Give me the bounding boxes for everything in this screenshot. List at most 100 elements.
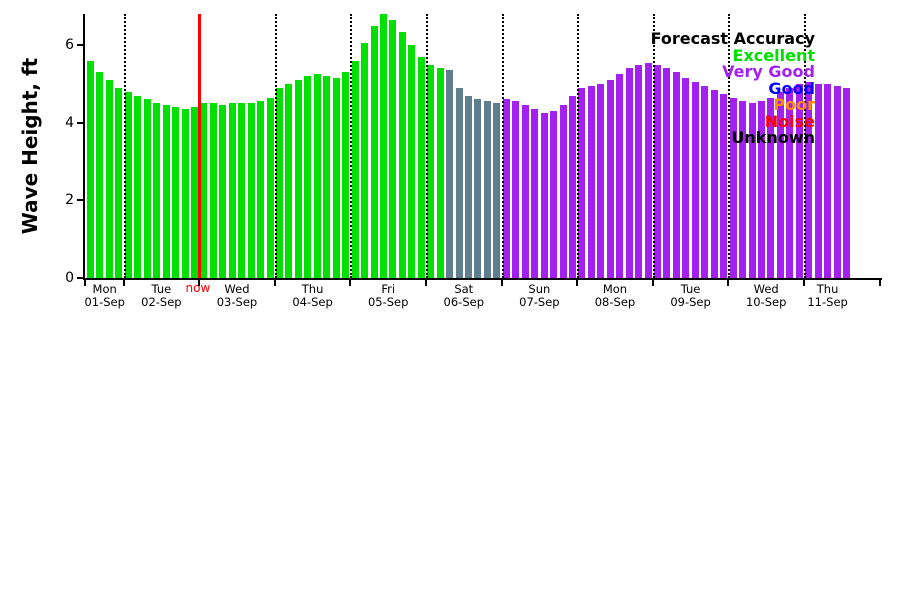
wave-bar [379, 14, 387, 278]
x-day-label: Fri 05-Sep [368, 283, 408, 308]
day-boundary-gridline [123, 14, 126, 278]
x-day-label-dow: Tue [680, 282, 701, 296]
x-day-label-dow: Sun [528, 282, 551, 296]
y-axis-label: Wave Height, ft [18, 57, 42, 235]
x-day-label-date: 11-Sep [807, 294, 848, 309]
legend-entry: Noise [764, 111, 815, 131]
day-boundary-gridline [803, 14, 806, 278]
wave-bar [105, 80, 113, 278]
wave-bar [342, 72, 350, 278]
wave-bar [190, 107, 198, 278]
x-day-label: Thu 04-Sep [292, 283, 332, 308]
x-day-label-dow: Fri [381, 282, 396, 296]
wave-bar [786, 87, 794, 278]
wave-bar [465, 95, 472, 278]
wave-bar [795, 83, 803, 278]
x-day-label: Tue 02-Sep [141, 283, 181, 308]
wave-bar [332, 78, 340, 278]
wave-bar [550, 111, 558, 278]
x-day-label-dow: Mon [602, 282, 628, 296]
wave-bar [87, 60, 94, 278]
wave-bar [521, 105, 529, 278]
wave-bar [663, 68, 671, 278]
wave-bar [209, 103, 217, 278]
wave-bar [691, 81, 699, 278]
wave-bar [276, 87, 283, 278]
legend-entry: Excellent [732, 45, 815, 65]
wave-bar [682, 78, 690, 278]
day-boundary-gridline [274, 14, 277, 278]
wave-bar [748, 103, 756, 278]
x-day-label-date: 10-Sep [745, 294, 787, 309]
wave-bar [408, 45, 416, 278]
x-day-label-date: 07-Sep [519, 294, 560, 309]
x-day-label: Wed 03-Sep [217, 283, 257, 308]
wave-bar [115, 87, 123, 278]
wave-bar [285, 83, 293, 278]
wave-bar [200, 103, 208, 278]
wave-bar [635, 64, 643, 278]
day-boundary-gridline [728, 14, 731, 278]
x-day-label-date: 06-Sep [443, 294, 484, 309]
wave-bar [701, 85, 709, 278]
wave-bar [134, 95, 142, 278]
wave-bar [313, 74, 321, 278]
now-label: now [185, 281, 211, 295]
wave-bar [257, 101, 265, 278]
wave-bar [323, 76, 331, 278]
wave-bar [502, 99, 510, 278]
wave-bar [597, 83, 605, 278]
x-day-label: Thu 11-Sep [807, 283, 847, 308]
wave-bar [238, 103, 246, 278]
x-tick-mark [349, 280, 352, 286]
wave-bar [512, 101, 520, 278]
wave-bar [710, 89, 718, 278]
wave-bar [247, 103, 255, 278]
wave-bar [587, 85, 595, 278]
x-day-label: Sun 07-Sep [519, 283, 559, 308]
x-day-label-date: 01-Sep [84, 294, 125, 309]
wave-bar [172, 107, 180, 278]
legend: Forecast Accuracy Excellent Very Good Good… [651, 30, 815, 147]
x-tick-mark [651, 280, 654, 286]
x-tick-mark [122, 280, 125, 286]
wave-bar [455, 87, 463, 278]
legend-entry: Very Good [722, 62, 815, 81]
x-tick-mark [273, 280, 276, 286]
wave-bar [720, 93, 728, 278]
wave-bar [833, 85, 841, 278]
x-tick-mark [879, 280, 881, 286]
wave-height-forecast-chart: Wave Height, ft Forecast Accuracy Excell… [18, 14, 882, 309]
day-boundary-gridline [501, 14, 504, 278]
y-tick-mark [77, 121, 84, 124]
day-boundary-gridline [350, 14, 353, 278]
wave-bar [181, 109, 189, 278]
wave-bar [162, 105, 170, 278]
x-day-label-dow: Sat [454, 282, 474, 296]
wave-bar [729, 97, 737, 278]
legend-entry: Unknown [731, 128, 815, 147]
x-day-label: Mon 01-Sep [84, 283, 124, 308]
wave-bar [843, 87, 850, 278]
wave-bar [446, 70, 454, 278]
wave-bar [143, 99, 151, 278]
wave-bar [616, 74, 624, 278]
wave-bar [805, 81, 813, 278]
wave-bar [824, 83, 832, 278]
x-day-label-date: 05-Sep [367, 294, 409, 309]
now-line [198, 14, 202, 278]
x-day-label: Tue 09-Sep [670, 283, 710, 308]
x-tick-mark [500, 280, 503, 286]
plot-area [85, 14, 880, 278]
x-tick-mark [424, 280, 427, 286]
x-day-label-dow: Wed [224, 282, 250, 296]
x-day-label-date: 02-Sep [141, 294, 182, 309]
wave-bar [398, 31, 406, 278]
y-tick-label: 0 [65, 270, 74, 286]
wave-bar [767, 97, 775, 278]
day-boundary-gridline [425, 14, 428, 278]
wave-bar [559, 105, 567, 278]
wave-bar [672, 72, 680, 278]
wave-bar [294, 80, 302, 278]
wave-bar [483, 101, 491, 278]
